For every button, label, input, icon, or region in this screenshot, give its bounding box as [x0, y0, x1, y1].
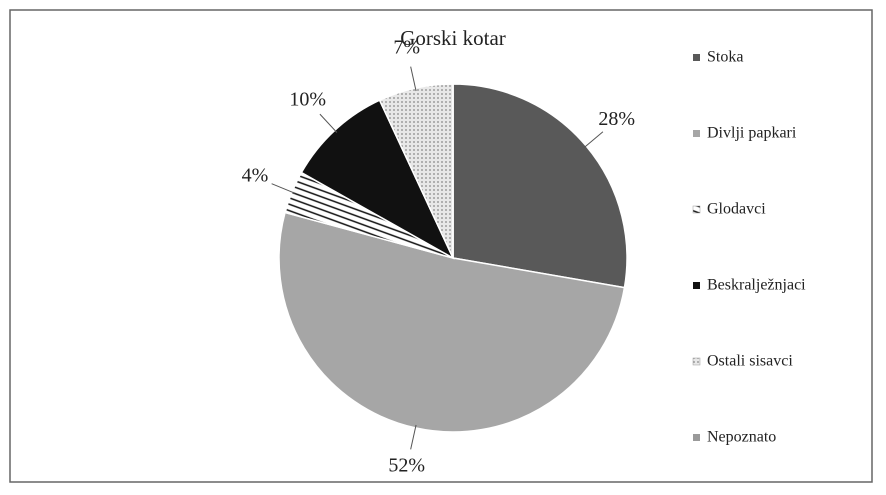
data-label: 4% — [242, 164, 269, 186]
data-label: 7% — [393, 37, 420, 59]
legend-swatch — [693, 282, 700, 289]
leader-line — [271, 183, 295, 194]
legend-label: Stoka — [707, 49, 743, 66]
data-label: 10% — [289, 89, 326, 111]
legend-swatch — [692, 205, 701, 214]
legend-swatch — [693, 434, 700, 441]
legend-label: Divlji papkari — [707, 125, 797, 142]
leader-line — [319, 113, 338, 133]
legend-label: Nepoznato — [707, 429, 776, 446]
legend-label: Glodavci — [707, 201, 766, 218]
legend-swatch — [693, 54, 700, 61]
legend-label: Beskraljеžnjaci — [707, 277, 806, 294]
legend-swatch — [693, 130, 700, 137]
data-label: 28% — [598, 108, 635, 130]
legend-swatch — [692, 357, 701, 366]
chart-title: Gorski kotar — [400, 26, 506, 50]
data-label: 52% — [388, 455, 425, 477]
leader-line — [410, 424, 417, 450]
leader-line — [583, 131, 604, 149]
leader-line — [410, 66, 417, 92]
legend-label: Ostali sisavci — [707, 353, 793, 370]
